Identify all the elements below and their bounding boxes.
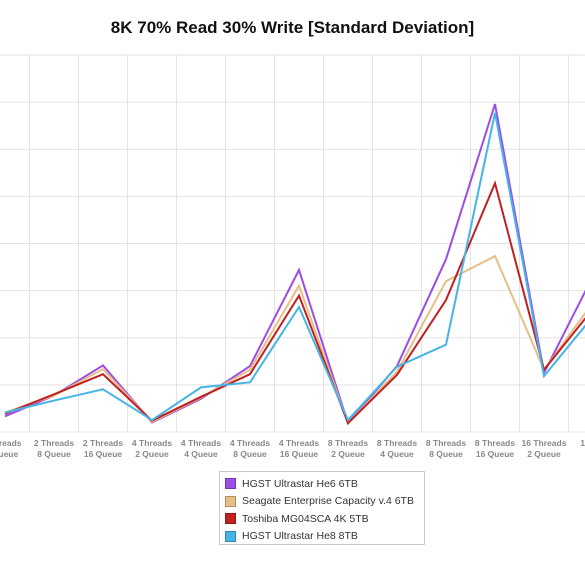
x-tick-label: 16 Thr: [580, 438, 585, 448]
series-line-1: [4, 103, 585, 426]
legend-label: HGST Ultrastar He8 8TB: [242, 530, 358, 543]
legend-item-4: HGST Ultrastar He8 8TB: [225, 528, 424, 546]
x-tick-label: 16 Threads: [522, 438, 567, 448]
legend-item-2: Seagate Enterprise Capacity v.4 6TB: [225, 493, 424, 511]
x-tick-label: 16 Queue: [280, 449, 319, 459]
series-line-2: [4, 254, 585, 426]
x-tick-label: 8 Threads: [377, 438, 417, 448]
grid-lines: [0, 54, 585, 433]
legend-swatch: [225, 513, 236, 525]
x-tick-label: 2 Threads: [34, 438, 74, 448]
legend-item-3: Toshiba MG04SCA 4K 5TB: [225, 510, 424, 528]
legend-item-1: HGST Ultrastar He6 6TB: [225, 475, 424, 493]
x-tick-label: 8 Threads: [475, 438, 515, 448]
series-line-4: [4, 112, 585, 422]
legend-swatch: [225, 530, 236, 542]
x-tick-label: 16 Queue: [476, 449, 515, 459]
x-tick-label: 4 Threads: [230, 438, 270, 448]
x-tick-label: Threads: [0, 438, 22, 448]
legend-swatch: [225, 478, 236, 490]
x-tick-label: 2 Threads: [83, 438, 123, 448]
x-tick-label: 8 Queue: [37, 449, 71, 459]
chart-title: 8K 70% Read 30% Write [Standard Deviatio…: [110, 18, 475, 37]
legend-swatch: [225, 495, 236, 507]
x-tick-label: 4 Queue: [380, 449, 414, 459]
legend: HGST Ultrastar He6 6TB Seagate Enterprise…: [219, 471, 425, 545]
x-tick-label: 4 Queue: [184, 449, 218, 459]
x-tick-label: 2 Queue: [331, 449, 365, 459]
x-tick-label: 2 Queue: [135, 449, 169, 459]
series-line-3: [4, 180, 585, 425]
x-tick-label: 4 Threads: [181, 438, 221, 448]
x-tick-label: 4 Threads: [279, 438, 319, 448]
x-tick-label: 16 Queue: [84, 449, 123, 459]
x-tick-label: 8 Queue: [429, 449, 463, 459]
x-tick-label: Queue: [0, 449, 18, 459]
x-tick-label: 8 Queue: [233, 449, 267, 459]
legend-label: HGST Ultrastar He6 6TB: [242, 477, 358, 490]
x-tick-label: 4 Threads: [132, 438, 172, 448]
x-tick-label: 2 Queue: [527, 449, 561, 459]
legend-label: Toshiba MG04SCA 4K 5TB: [242, 512, 369, 525]
x-tick-label: 8 Threads: [426, 438, 466, 448]
legend-label: Seagate Enterprise Capacity v.4 6TB: [242, 495, 414, 508]
series-lines: [4, 103, 585, 426]
x-tick-label: 8 Threads: [328, 438, 368, 448]
